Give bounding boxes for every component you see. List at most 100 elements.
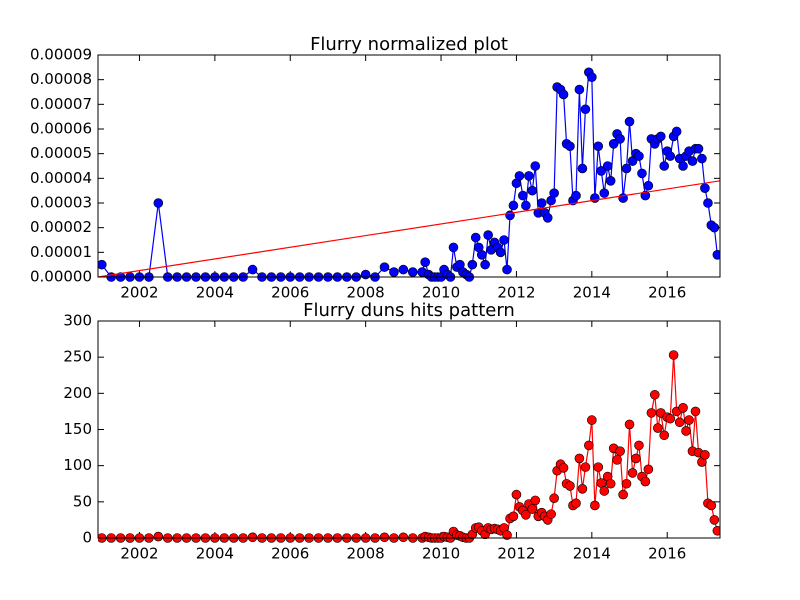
data-point bbox=[678, 402, 688, 413]
x-tick-label: 2004 bbox=[196, 284, 234, 302]
data-point bbox=[587, 415, 597, 425]
data-point bbox=[634, 440, 644, 451]
y-tick-label: 100 bbox=[63, 456, 92, 474]
data-point bbox=[697, 153, 707, 164]
x-tick-label: 2008 bbox=[347, 284, 385, 302]
data-point bbox=[153, 198, 164, 208]
y-tick-label: 0.00007 bbox=[30, 95, 92, 113]
data-point bbox=[379, 532, 390, 543]
data-point bbox=[665, 413, 676, 424]
data-point bbox=[599, 188, 610, 198]
data-point bbox=[668, 350, 679, 360]
data-point bbox=[634, 151, 644, 161]
data-point bbox=[684, 415, 694, 425]
data-point bbox=[596, 166, 607, 176]
data-point bbox=[599, 486, 610, 496]
data-point bbox=[527, 185, 538, 196]
data-point bbox=[700, 183, 710, 193]
data-point bbox=[700, 450, 710, 460]
data-point bbox=[565, 141, 575, 152]
data-point bbox=[627, 468, 638, 478]
y-tick-label: 0.00000 bbox=[30, 268, 92, 286]
x-tick-label: 2006 bbox=[271, 545, 309, 563]
data-point bbox=[574, 453, 585, 464]
data-point bbox=[652, 423, 663, 433]
x-tick-label: 2002 bbox=[120, 545, 158, 563]
y-tick-label: 0.00009 bbox=[30, 46, 92, 64]
y-tick-label: 250 bbox=[63, 348, 92, 366]
data-point bbox=[621, 163, 632, 174]
data-point bbox=[587, 72, 597, 82]
data-point bbox=[640, 190, 651, 201]
data-point bbox=[608, 139, 619, 149]
data-point bbox=[247, 264, 258, 275]
x-tick-label: 2016 bbox=[648, 545, 686, 563]
y-tick-label: 0.00001 bbox=[30, 243, 92, 261]
x-tick-label: 2004 bbox=[196, 545, 234, 563]
data-point bbox=[542, 213, 553, 223]
data-point bbox=[536, 198, 547, 208]
data-point bbox=[615, 446, 625, 457]
data-point bbox=[674, 417, 685, 428]
x-tick-label: 2006 bbox=[271, 284, 309, 302]
x-tick-label: 2002 bbox=[120, 284, 158, 302]
axes-title: Flurry duns hits pattern bbox=[303, 300, 515, 321]
data-point bbox=[574, 84, 585, 95]
data-point bbox=[398, 264, 409, 275]
axes-title: Flurry normalized plot bbox=[310, 34, 508, 55]
data-point bbox=[621, 478, 632, 489]
x-tick-label: 2008 bbox=[347, 545, 385, 563]
y-tick-label: 300 bbox=[63, 312, 92, 330]
data-point bbox=[659, 430, 670, 441]
data-point bbox=[656, 131, 666, 142]
y-tick-label: 0.00005 bbox=[30, 144, 92, 162]
data-point bbox=[524, 171, 534, 181]
data-point bbox=[495, 247, 506, 258]
data-point bbox=[389, 267, 399, 277]
data-point bbox=[712, 525, 720, 536]
data-point bbox=[379, 262, 390, 272]
x-tick-label: 2014 bbox=[573, 284, 611, 302]
data-point bbox=[549, 493, 559, 504]
y-tick-label: 0.00004 bbox=[30, 169, 92, 187]
axes-frame bbox=[97, 54, 721, 278]
data-point bbox=[470, 232, 481, 243]
data-point bbox=[577, 484, 588, 494]
data-point bbox=[593, 462, 604, 472]
y-tick-label: 150 bbox=[63, 420, 92, 438]
data-point bbox=[467, 259, 478, 270]
data-point bbox=[483, 230, 493, 240]
data-point bbox=[649, 389, 660, 400]
data-point bbox=[687, 156, 698, 166]
data-point bbox=[580, 462, 591, 472]
data-point bbox=[615, 134, 625, 144]
data-point bbox=[709, 222, 720, 233]
data-point bbox=[530, 161, 541, 171]
data-point bbox=[637, 168, 647, 179]
data-point bbox=[678, 161, 688, 171]
data-point bbox=[643, 180, 654, 191]
data-point bbox=[521, 510, 531, 520]
data-point bbox=[476, 250, 487, 260]
data-point bbox=[420, 257, 431, 268]
data-point bbox=[546, 509, 556, 519]
data-point bbox=[571, 498, 581, 509]
data-point bbox=[508, 511, 519, 522]
data-point bbox=[499, 235, 509, 245]
data-point bbox=[690, 406, 701, 417]
data-point bbox=[527, 504, 538, 514]
data-point bbox=[618, 489, 628, 500]
data-point bbox=[247, 532, 258, 543]
data-point bbox=[511, 489, 522, 500]
data-point bbox=[703, 198, 713, 208]
data-point bbox=[605, 478, 616, 489]
data-point bbox=[398, 532, 409, 543]
data-point bbox=[448, 242, 459, 253]
data-point bbox=[502, 530, 512, 540]
data-point bbox=[712, 250, 720, 260]
data-point bbox=[98, 259, 107, 270]
y-tick-label: 0 bbox=[82, 529, 92, 547]
data-point bbox=[502, 264, 512, 275]
data-point bbox=[153, 531, 164, 542]
data-point bbox=[671, 126, 682, 137]
